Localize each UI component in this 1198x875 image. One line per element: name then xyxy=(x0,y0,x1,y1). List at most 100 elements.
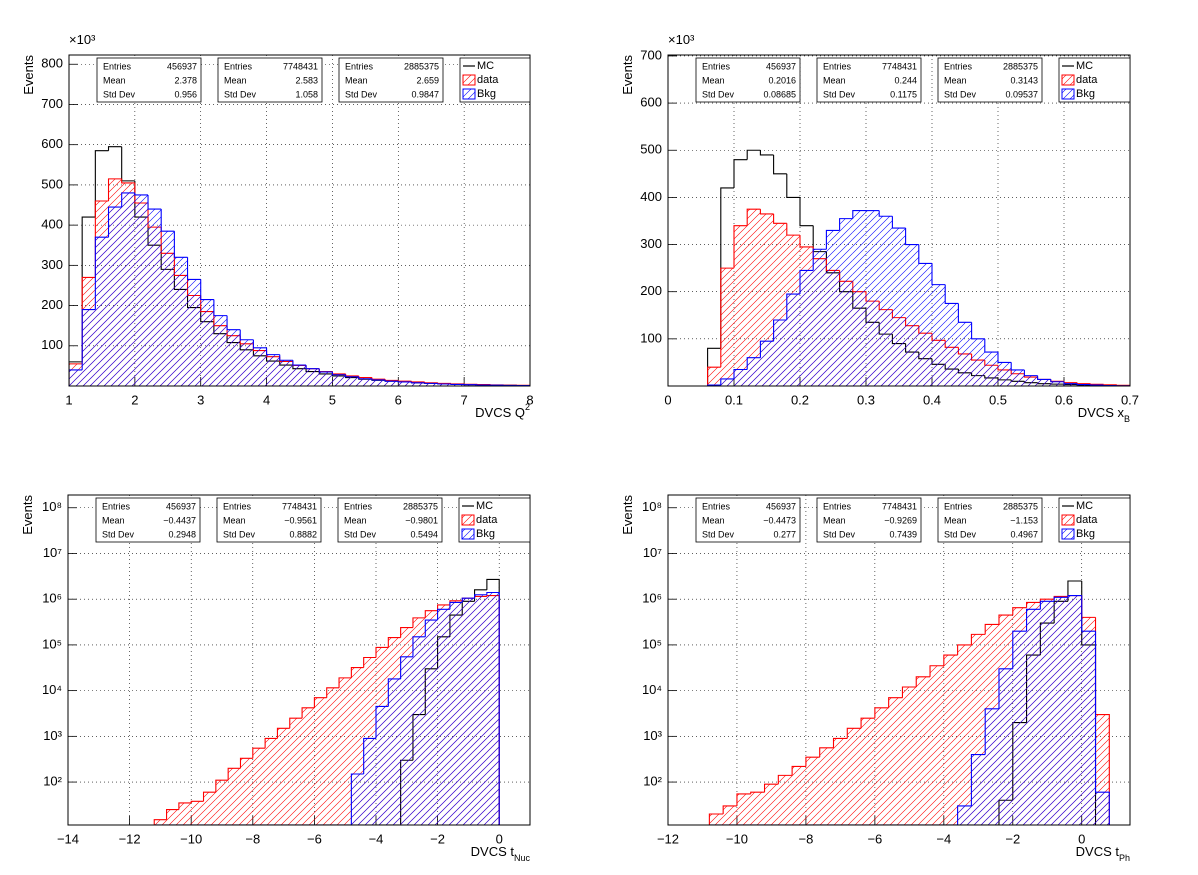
histogram-bin xyxy=(203,792,216,825)
histogram-bin-outline xyxy=(1094,631,1110,825)
histogram-bin-outline xyxy=(331,371,346,376)
stats-box: Entries 456937 Mean −0.4473 Std Dev 0.277 xyxy=(695,497,801,543)
histogram-bin-outline xyxy=(384,379,399,382)
y-axis-label: Events xyxy=(21,55,36,95)
histogram-bin-outline xyxy=(759,209,774,215)
histogram-bin xyxy=(227,329,241,386)
stats-value: −0.4473 xyxy=(763,515,796,525)
histogram-bin-outline xyxy=(94,150,109,218)
histogram-bin xyxy=(277,728,290,825)
histogram-bin xyxy=(945,303,959,386)
histogram-bin xyxy=(411,382,425,386)
stats-box: Entries 7748431 Mean −0.9269 Std Dev 0.7439 xyxy=(816,497,922,543)
x-tick-label: 0.3 xyxy=(857,392,875,407)
histogram-bin xyxy=(734,369,748,386)
y-tick-label: 300 xyxy=(640,236,662,251)
x-tick-label: 0 xyxy=(664,392,671,407)
histogram-bin xyxy=(861,718,875,825)
histogram-bin-outline xyxy=(720,378,734,386)
histogram-bin-outline xyxy=(81,309,96,370)
histogram-bin-outline xyxy=(486,591,500,825)
x-tick-label: −2 xyxy=(1005,831,1020,846)
stats-label: Entries xyxy=(102,501,131,511)
histogram-bin-outline xyxy=(733,225,748,269)
legend-label: Bkg xyxy=(476,528,495,540)
histogram-bin-outline xyxy=(345,374,359,378)
x-tick-label: −2 xyxy=(430,831,445,846)
legend: MC data Bkg xyxy=(458,497,531,543)
y-tick-label: 100 xyxy=(640,330,662,345)
histogram-bin xyxy=(707,367,721,386)
stats-label: Std Dev xyxy=(224,89,257,99)
y-tick-label: 10⁸ xyxy=(42,499,62,514)
histogram-bin-outline xyxy=(301,707,315,719)
histogram-bin xyxy=(252,748,266,825)
histogram-bin-outline xyxy=(707,366,721,386)
histogram-bin xyxy=(265,738,278,825)
histogram-bin-outline xyxy=(350,773,364,825)
histogram-bin-outline xyxy=(905,228,919,246)
panel: −12 −10 −8 −6 −4 −2 0 10² 10³ 10⁴ 10⁵ 10⁶ 10⁷ 10⁸ Even… xyxy=(620,494,1131,863)
histogram-bin xyxy=(108,207,122,386)
histogram-bin xyxy=(462,598,475,825)
histogram-bin-outline xyxy=(943,654,958,666)
x-tick-label: 0.2 xyxy=(791,392,809,407)
histogram-bin xyxy=(437,383,451,386)
histogram-bin-outline xyxy=(791,765,806,776)
histogram-bin xyxy=(805,757,820,825)
stats-box-frame xyxy=(216,497,322,543)
histogram-bin xyxy=(279,360,293,386)
histogram-bin-outline xyxy=(773,213,787,224)
histogram-bin-outline xyxy=(970,753,986,806)
stats-label: Std Dev xyxy=(702,89,735,99)
x-axis-label: DVCS tNuc xyxy=(471,844,531,863)
plot-frame xyxy=(68,54,531,387)
histogram-bin xyxy=(314,697,327,825)
histogram-bin-outline xyxy=(825,229,840,250)
stats-label: Entries xyxy=(702,501,731,511)
histogram-bin-outline xyxy=(984,708,999,755)
histogram-bin xyxy=(363,738,376,825)
histogram-bin xyxy=(998,362,1012,386)
histogram-bin-outline xyxy=(970,633,986,645)
histogram-bin-outline xyxy=(1023,369,1038,377)
stats-box: Entries 2885375 Mean −0.9801 Std Dev 0.5494 xyxy=(337,497,443,543)
histogram-bin xyxy=(1077,384,1091,386)
histogram-bin xyxy=(486,592,500,825)
histogram-bin-outline xyxy=(786,223,800,236)
y-axis-label: Events xyxy=(20,495,35,535)
histogram-bin-outline xyxy=(289,717,303,729)
histogram-bin xyxy=(437,609,450,825)
histogram-bin-outline xyxy=(178,802,192,810)
histogram-bin xyxy=(847,728,862,825)
histogram-bin xyxy=(358,378,372,386)
histogram-bin-outline xyxy=(786,173,800,198)
histogram-bin-outline xyxy=(107,206,122,238)
stats-label: Std Dev xyxy=(823,529,856,539)
histogram-bin xyxy=(424,383,438,386)
histogram-bin xyxy=(326,687,340,825)
x-tick-label: 0 xyxy=(496,831,503,846)
x-axis-label-sup: 2 xyxy=(525,402,530,412)
stats-value: 0.2016 xyxy=(768,75,796,85)
histogram-bin-outline xyxy=(121,192,135,208)
x-axis-label-main: DVCS t xyxy=(471,844,515,859)
stats-box-frame xyxy=(816,57,922,103)
histogram-bin xyxy=(161,231,175,386)
histogram-bin-outline xyxy=(279,354,293,361)
histogram-bin-outline xyxy=(708,813,724,825)
histogram-bin xyxy=(339,677,352,825)
histogram-bin-outline xyxy=(759,340,774,358)
histogram-bin-outline xyxy=(215,779,229,793)
histogram-bin-outline xyxy=(166,809,179,820)
stats-box-frame xyxy=(95,497,201,543)
histogram-bin xyxy=(178,802,192,825)
y-tick-label: 500 xyxy=(41,176,63,191)
x-tick-label: −10 xyxy=(180,831,202,846)
histogram-bin-outline xyxy=(1026,608,1041,632)
stats-value: 2885375 xyxy=(1003,501,1038,511)
histogram-bin xyxy=(319,371,333,386)
histogram-bin xyxy=(879,216,893,386)
